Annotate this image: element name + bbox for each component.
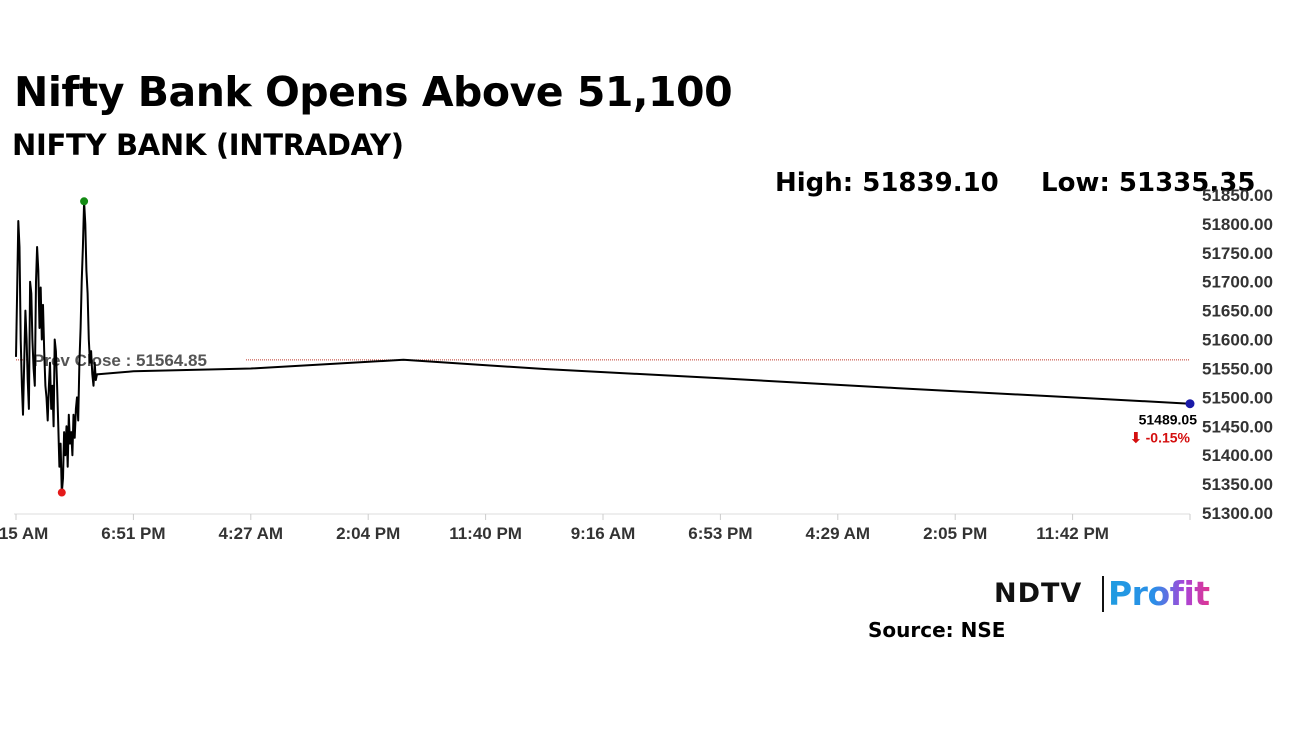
chart-title: NIFTY BANK (INTRADAY) bbox=[12, 128, 404, 162]
x-tick-label: 6:51 PM bbox=[101, 524, 165, 543]
x-axis: 9:15 AM 6:51 PM 4:27 AM 2:04 PM 11:40 PM 9:16… bbox=[0, 513, 1191, 543]
last-value-group: 51489.05 ⬇ -0.15% bbox=[1130, 412, 1197, 446]
high-value: High: 51839.10 bbox=[775, 168, 999, 198]
last-change-label: ⬇ -0.15% bbox=[1130, 430, 1191, 446]
y-tick-label: 51600.00 bbox=[1202, 331, 1273, 350]
logo-ndtv: NDTV bbox=[994, 578, 1083, 609]
markers-group bbox=[57, 197, 1195, 497]
low-marker bbox=[57, 488, 66, 497]
prev-close-group: Prev Close : 51564.85 bbox=[16, 347, 1190, 372]
y-tick-label: 51450.00 bbox=[1202, 417, 1273, 436]
headline: Nifty Bank Opens Above 51,100 bbox=[14, 68, 733, 116]
x-tick-label: 9:16 AM bbox=[571, 524, 636, 543]
low-value: Low: 51335.35 bbox=[1041, 168, 1256, 198]
price-line bbox=[15, 200, 1191, 494]
x-tick-label: 11:40 PM bbox=[449, 524, 522, 543]
x-tick-label: 4:27 AM bbox=[219, 524, 284, 543]
x-tick-label: 2:05 PM bbox=[923, 524, 987, 543]
series-group bbox=[15, 200, 1191, 494]
x-tick-label: 4:29 AM bbox=[806, 524, 871, 543]
source-note: Source: NSE bbox=[868, 618, 1006, 642]
prev-close-label: Prev Close : 51564.85 bbox=[33, 351, 207, 370]
x-tick-label: 6:53 PM bbox=[688, 524, 752, 543]
last-marker bbox=[1185, 399, 1195, 409]
y-tick-label: 51300.00 bbox=[1202, 504, 1273, 523]
last-value-label: 51489.05 bbox=[1139, 412, 1198, 428]
y-tick-label: 51400.00 bbox=[1202, 446, 1273, 465]
y-tick-label: 51800.00 bbox=[1202, 215, 1273, 234]
prev-close-label-box bbox=[27, 347, 245, 372]
y-tick-label: 51650.00 bbox=[1202, 302, 1273, 321]
x-tick-label: 11:42 PM bbox=[1036, 524, 1109, 543]
high-marker bbox=[80, 197, 89, 206]
y-tick-label: 51750.00 bbox=[1202, 244, 1273, 263]
stats-bar: High: 51839.10 Low: 51335.35 bbox=[0, 168, 1296, 204]
logo-divider bbox=[1102, 576, 1104, 612]
y-tick-label: 51850.00 bbox=[1202, 186, 1273, 205]
y-tick-label: 51700.00 bbox=[1202, 273, 1273, 292]
y-tick-label: 51350.00 bbox=[1202, 475, 1273, 494]
intraday-chart: 51300.00 51350.00 51400.00 51450.00 51500.00… bbox=[0, 186, 1273, 543]
x-tick-label: 2:04 PM bbox=[336, 524, 400, 543]
y-tick-label: 51500.00 bbox=[1202, 388, 1273, 407]
y-axis: 51300.00 51350.00 51400.00 51450.00 51500.00… bbox=[1202, 186, 1273, 523]
y-tick-label: 51550.00 bbox=[1202, 359, 1273, 378]
x-tick-label: 9:15 AM bbox=[0, 524, 48, 543]
logo-profit: Profit bbox=[1108, 574, 1210, 613]
